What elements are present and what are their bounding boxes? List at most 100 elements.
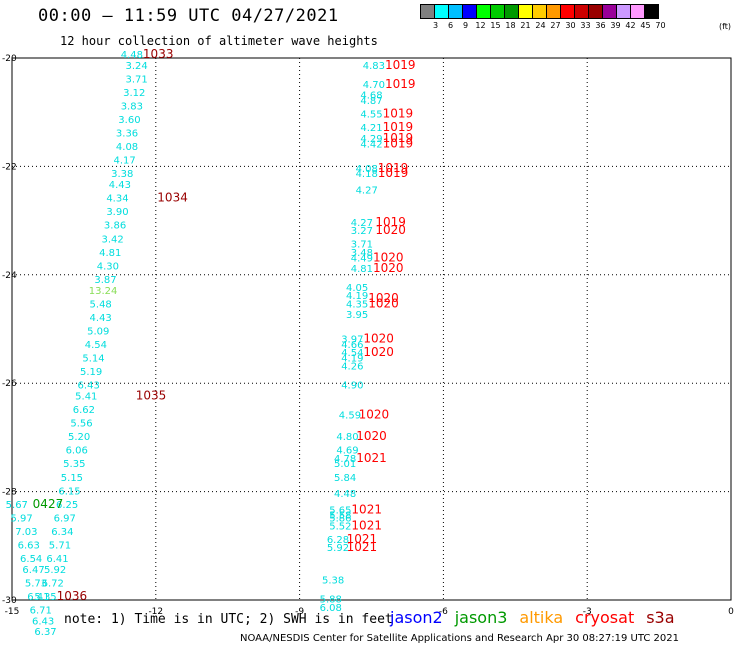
wave-height-label: 4.21	[360, 123, 382, 134]
y-tick-label: -26	[2, 379, 17, 389]
wave-height-label: 5.38	[322, 576, 344, 587]
wave-height-label: 4.69	[336, 446, 358, 457]
wave-height-label: 5.41	[75, 391, 97, 402]
wave-height-label: 6.47	[22, 565, 44, 576]
wave-height-label: 4.27	[351, 218, 373, 229]
pressure-label: 1019	[375, 215, 406, 229]
wave-height-label: 4.78	[334, 454, 356, 465]
wave-height-label: 5.97	[10, 513, 32, 524]
wave-height-label: 4.43	[109, 180, 131, 191]
wave-height-label: 3.90	[106, 207, 128, 218]
satellite-legend: jason2 jason3 altika cryosat s3a	[390, 608, 687, 627]
y-tick-label: -24	[2, 271, 17, 281]
satellite-cryosat: cryosat	[575, 608, 635, 627]
legend-label: 12	[475, 21, 486, 30]
wave-height-label: 6.54	[20, 554, 42, 565]
wave-height-label: 5.48	[90, 299, 112, 310]
chart-title: 00:00 – 11:59 UTC 04/27/2021	[38, 6, 339, 26]
color-legend: 3 6 9 12 15 18 21 24 27 30 33 36 39 42 45 70 (ft)	[420, 4, 731, 31]
pressure-label: 1021	[356, 451, 387, 465]
legend-label: 70	[655, 21, 666, 30]
wave-height-label: 5.20	[68, 432, 90, 443]
wave-height-label: 4.54	[85, 340, 107, 351]
wave-height-label: 4.87	[360, 96, 382, 107]
pressure-label: 1020	[359, 407, 390, 421]
wave-height-label: 6.37	[34, 627, 56, 638]
legend-label: 6	[447, 21, 454, 30]
pressure-label: 1020	[363, 345, 394, 359]
wave-height-label: 6.71	[30, 606, 52, 617]
wave-height-label: 4.18	[356, 169, 378, 180]
wave-height-label: 7.03	[15, 527, 37, 538]
pressure-label: 1020	[373, 250, 404, 264]
wave-height-label: 4.81	[99, 248, 121, 259]
wave-height-label: 3.87	[94, 275, 116, 286]
wave-height-label: 4.05	[346, 283, 368, 294]
x-tick-label: -12	[148, 607, 163, 617]
wave-height-label: 5.35	[63, 459, 85, 470]
wave-height-label: 5.88	[320, 595, 342, 606]
pressure-label: 1019	[383, 107, 414, 121]
pressure-label: 1019	[383, 131, 414, 145]
wave-height-label: 3.42	[102, 234, 124, 245]
wave-height-label: 6.97	[54, 513, 76, 524]
pressure-label: 1035	[136, 388, 167, 402]
x-tick-label: -9	[295, 607, 304, 617]
wave-height-label: 4.68	[360, 91, 382, 102]
wave-height-label: 6.41	[46, 554, 68, 565]
pressure-label: 0427	[33, 497, 64, 511]
legend-label: 15	[490, 21, 501, 30]
wave-height-label: 6.41	[27, 592, 49, 603]
wave-height-label: 3.27	[351, 226, 373, 237]
x-tick-label: -15	[5, 607, 20, 617]
wave-height-label: 5.84	[334, 473, 356, 484]
wave-height-label: 5.71	[49, 541, 71, 552]
legend-label: 33	[580, 21, 591, 30]
legend-swatch	[644, 4, 659, 19]
wave-height-label: 4.30	[97, 261, 119, 272]
wave-height-label: 4.19	[346, 291, 368, 302]
wave-height-label: 5.65	[329, 505, 351, 516]
legend-label: 30	[565, 21, 576, 30]
legend-label: 18	[505, 21, 516, 30]
satellite-jason3: jason3	[454, 608, 508, 627]
x-tick-label: -6	[439, 607, 448, 617]
wave-height-label: 3.48	[351, 248, 373, 259]
legend-label: 3	[432, 21, 439, 30]
wave-height-label: 4.08	[356, 164, 378, 175]
chart-subtitle: 12 hour collection of altimeter wave hei…	[60, 34, 378, 48]
wave-height-label: 4.35	[346, 299, 368, 310]
wave-height-label: 6.43	[32, 616, 54, 627]
legend-label: 27	[550, 21, 561, 30]
wave-height-label: 3.71	[351, 240, 373, 251]
wave-height-label: 5.15	[61, 473, 83, 484]
pressure-label: 1020	[373, 261, 404, 275]
plot-frame	[11, 57, 732, 601]
pressure-label: 1020	[368, 291, 399, 305]
wave-height-label: 3.38	[111, 169, 133, 180]
satellite-jason2: jason2	[390, 608, 443, 627]
wave-height-label: 5.01	[334, 459, 356, 470]
wave-height-label: 5.58	[329, 511, 351, 522]
wave-height-label: 4.19	[341, 354, 363, 365]
pressure-label: 1021	[347, 540, 378, 554]
wave-height-label: 13.24	[89, 286, 118, 297]
wave-height-label: 4.66	[341, 340, 363, 351]
pressure-label: 1020	[368, 296, 399, 310]
wave-height-label: 4.27	[356, 186, 378, 197]
wave-height-label: 4.48	[334, 489, 356, 500]
wave-height-label: 4.26	[341, 362, 363, 373]
wave-height-label: 5.09	[87, 326, 109, 337]
pressure-label: 1020	[375, 223, 406, 237]
pressure-label: 1019	[385, 77, 416, 91]
pressure-label: 1021	[351, 502, 382, 516]
wave-height-label: 5.14	[82, 354, 104, 365]
wave-height-label: 5.86	[329, 513, 351, 524]
wave-height-label: 4.49	[351, 253, 373, 264]
pressure-label: 1019	[378, 166, 409, 180]
wave-height-label: 4.55	[360, 110, 382, 121]
y-tick-label: -22	[2, 162, 17, 172]
wave-height-label: 4.43	[90, 313, 112, 324]
legend-label: 24	[535, 21, 546, 30]
